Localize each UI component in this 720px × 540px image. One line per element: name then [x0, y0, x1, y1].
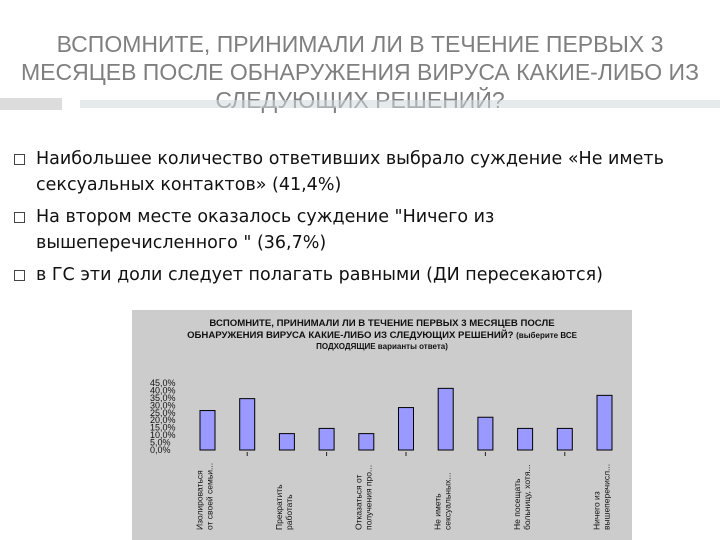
- bar: [199, 410, 216, 451]
- x-category-label: Изолироваться от своей семьи...: [195, 463, 215, 530]
- bars: [199, 387, 613, 451]
- x-category-label: Отказаться от получения про...: [353, 465, 373, 530]
- y-axis-ticks: 45,0%40,0%35,0%30,0%25,0%20,0%15,0%10,0%…: [150, 378, 176, 455]
- x-category-label: Не посещать больницу, хотя...: [512, 464, 532, 530]
- bullet-list: Наибольшее количество ответивших выбрало…: [14, 146, 694, 294]
- bullet-text: в ГС эти доли следует полагать равными (…: [36, 265, 603, 285]
- x-axis-labels: Изолироваться от своей семьи... Прекратить…: [195, 463, 612, 530]
- x-category-label: Прекратить работать: [274, 484, 294, 530]
- bar: [318, 427, 335, 451]
- x-category-label-line1: Отказаться от: [353, 474, 363, 530]
- bar: [477, 416, 494, 451]
- bullet-item: в ГС эти доли следует полагать равными (…: [14, 262, 694, 288]
- x-category-label-line1: Ничего из: [592, 491, 602, 530]
- x-category-label: Ничего из вышеперечисл...: [592, 464, 612, 530]
- bar: [517, 427, 534, 451]
- x-category-label-line1: Не иметь: [433, 493, 443, 530]
- y-tick-label: 35,0%: [150, 393, 176, 403]
- bar: [398, 407, 414, 451]
- chart-title: ВСПОМНИТЕ, ПРИНИМАЛИ ЛИ В ТЕЧЕНИЕ ПЕРВЫХ…: [172, 318, 592, 353]
- y-tick-label: 10,0%: [150, 430, 176, 440]
- chart-plot: 45,0%40,0%35,0%30,0%25,0%20,0%15,0%10,0%…: [150, 378, 613, 530]
- x-tick-marks: [246, 452, 566, 456]
- y-tick-label: 5,0%: [150, 438, 171, 448]
- x-category-label-line1: Не посещать: [512, 478, 522, 530]
- bar-chart: ВСПОМНИТЕ, ПРИНИМАЛИ ЛИ В ТЕЧЕНИЕ ПЕРВЫХ…: [132, 310, 632, 540]
- x-category-label-line2: вышеперечисл...: [602, 464, 612, 530]
- x-category-label: Не иметь сексуальных...: [433, 473, 453, 530]
- y-tick-label: 45,0%: [150, 378, 176, 388]
- square-bullet-icon: [14, 154, 25, 165]
- chart-title-main: ВСПОМНИТЕ, ПРИНИМАЛИ ЛИ В ТЕЧЕНИЕ ПЕРВЫХ…: [187, 318, 555, 341]
- x-category-label-line2: больницу, хотя...: [522, 464, 532, 530]
- bar: [596, 394, 613, 451]
- square-bullet-icon: [14, 270, 25, 281]
- x-category-label-line1: Прекратить: [274, 484, 284, 530]
- bar: [239, 398, 256, 451]
- bullet-item: На втором месте оказалось суждение "Ниче…: [14, 204, 694, 256]
- x-category-label-line2: работать: [284, 494, 294, 530]
- bar: [278, 433, 295, 451]
- chart-title-tail: РЕШЕНИЙ?: [458, 329, 514, 341]
- y-tick-label: 0,0%: [150, 445, 171, 455]
- bullet-text: На втором месте оказалось суждение "Ниче…: [36, 207, 495, 253]
- slide-title: ВСПОМНИТЕ, ПРИНИМАЛИ ЛИ В ТЕЧЕНИЕ ПЕРВЫХ…: [21, 31, 699, 113]
- y-tick-label: 30,0%: [150, 400, 176, 410]
- bullet-item: Наибольшее количество ответивших выбрало…: [14, 146, 694, 198]
- bar: [556, 427, 573, 451]
- x-category-label-line2: сексуальных...: [443, 473, 453, 530]
- chart-title-note: (выберите ВСЕ ПОДХОДЯЩИЕ варианты ответа…: [316, 330, 577, 352]
- y-tick-label: 20,0%: [150, 415, 176, 425]
- y-tick-label: 25,0%: [150, 408, 176, 418]
- square-bullet-icon: [14, 212, 25, 223]
- y-tick-label: 40,0%: [150, 385, 176, 395]
- bar: [358, 433, 375, 451]
- title-underline-bar: [0, 98, 720, 110]
- bullet-text: Наибольшее количество ответивших выбрало…: [36, 149, 664, 195]
- bar: [437, 387, 454, 451]
- y-tick-label: 15,0%: [150, 423, 176, 433]
- x-category-label-line2: от своей семьи...: [205, 463, 215, 530]
- x-category-label-line1: Изолироваться: [195, 470, 205, 530]
- x-category-label-line2: получения про...: [363, 465, 373, 530]
